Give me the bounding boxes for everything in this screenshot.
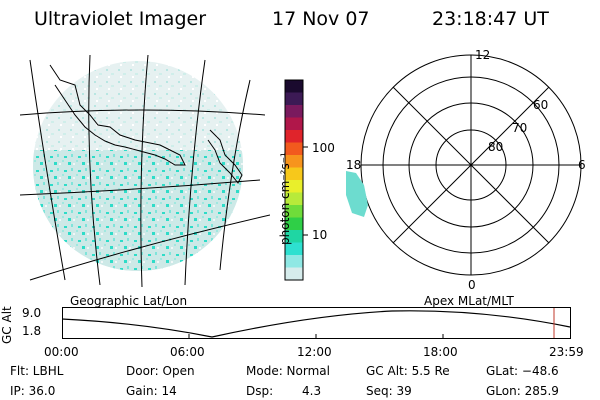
lat-label-80: 80 <box>488 140 503 154</box>
timeline-axis-label: GC Alt <box>0 306 14 344</box>
polar-plot: 12 6 0 18 80 70 60 <box>346 48 586 290</box>
status-gc-alt: GC Alt: 5.5 Re <box>366 364 450 378</box>
status-dsp-label: Dsp: <box>246 384 274 398</box>
colorbar-swatch <box>285 267 303 281</box>
status-dsp-value: 4.3 <box>302 384 322 398</box>
timeline-ytick-high: 9.0 <box>22 306 42 320</box>
time-tick-2359: 23:59 <box>549 345 584 359</box>
colorbar-swatch <box>285 142 303 156</box>
status-mode: Mode: Normal <box>246 364 330 378</box>
time-label: 23:18:47 UT <box>432 8 549 30</box>
colorbar-swatch <box>285 105 303 119</box>
colorbar-swatch <box>285 255 303 269</box>
mlt-label-18: 18 <box>346 158 361 172</box>
status-glon: GLon: 285.9 <box>486 384 559 398</box>
lat-lon-grid <box>20 55 270 288</box>
polar-emission <box>346 171 368 217</box>
status-filter: Flt: LBHL <box>10 364 64 378</box>
time-tick-1200: 12:00 <box>297 345 332 359</box>
mlt-label-0: 0 <box>468 278 476 290</box>
date-label: 17 Nov 07 <box>272 8 370 30</box>
timeline-ytick-low: 1.8 <box>22 324 42 338</box>
colorbar-swatch <box>285 242 303 256</box>
geographic-image <box>20 55 270 288</box>
mlt-label-6: 6 <box>578 158 586 172</box>
colorbar-swatch <box>285 217 303 231</box>
colorbar-unit-label: photon cm⁻²s⁻¹ <box>278 152 292 245</box>
colorbar-swatch <box>285 80 303 94</box>
colorbar-tick-100: 100 <box>312 141 335 155</box>
timeline-plot <box>62 307 571 339</box>
colorbar-swatch <box>285 205 303 219</box>
status-gain: Gain: 14 <box>126 384 177 398</box>
colorbar-swatch <box>285 130 303 144</box>
colorbar-swatch <box>285 192 303 206</box>
instrument-title: Ultraviolet Imager <box>34 8 207 30</box>
status-seq: Seq: 39 <box>366 384 412 398</box>
status-ip: IP: 36.0 <box>10 384 56 398</box>
colorbar <box>284 79 308 281</box>
colorbar-swatch <box>285 230 303 244</box>
colorbar-tick-10: 10 <box>312 228 328 242</box>
lat-label-60: 60 <box>533 98 548 112</box>
mlt-label-12: 12 <box>475 48 490 62</box>
time-tick-0000: 00:00 <box>44 345 79 359</box>
timeline-right-label: Apex MLat/MLT <box>424 294 514 308</box>
altitude-curve <box>62 310 571 338</box>
colorbar-swatch <box>285 117 303 131</box>
time-tick-1800: 18:00 <box>423 345 458 359</box>
status-door: Door: Open <box>126 364 195 378</box>
colorbar-swatch <box>285 167 303 181</box>
lat-label-70: 70 <box>512 121 527 135</box>
status-glat: GLat: −48.6 <box>486 364 559 378</box>
time-tick-0600: 06:00 <box>170 345 205 359</box>
colorbar-swatch <box>285 180 303 194</box>
colorbar-swatch <box>285 92 303 106</box>
timeline-left-label: Geographic Lat/Lon <box>70 294 188 308</box>
coastline <box>49 64 186 166</box>
colorbar-swatch <box>285 155 303 169</box>
